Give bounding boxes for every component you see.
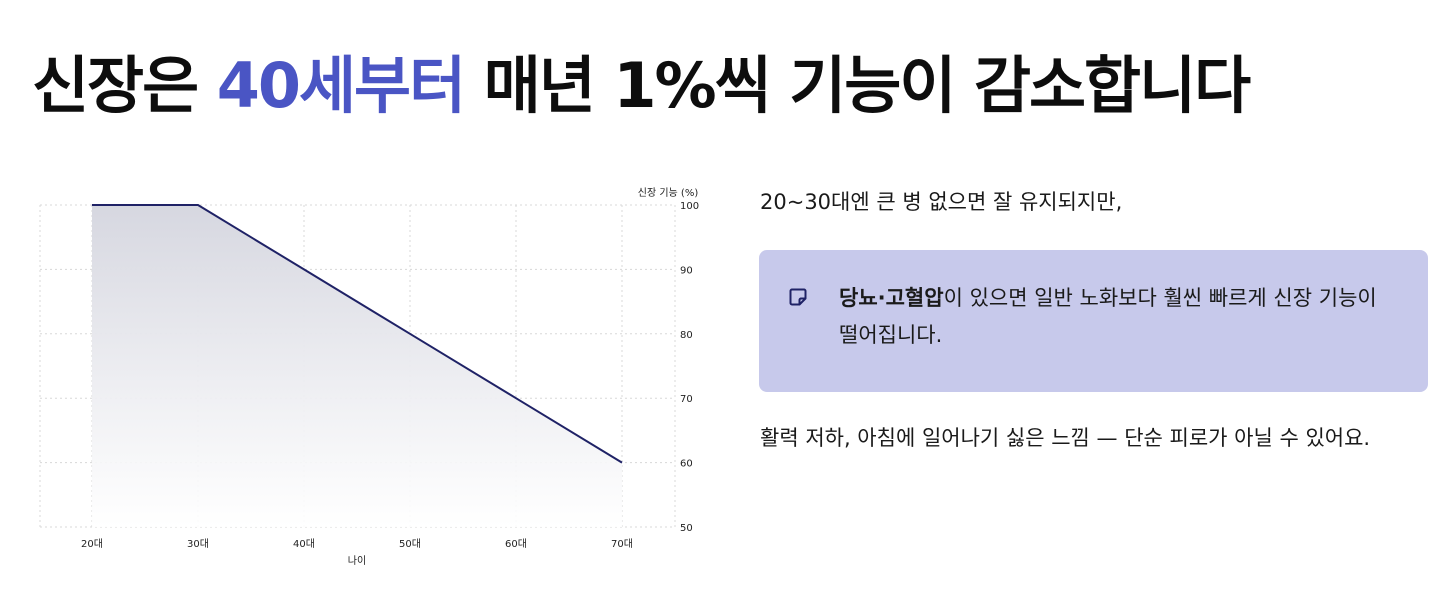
callout-bold: 당뇨·고혈압: [839, 286, 944, 310]
x-tick-label: 70대: [611, 538, 633, 550]
callout-text: 당뇨·고혈압이 있으면 일반 노화보다 훨씬 빠르게 신장 기능이 떨어집니다.: [839, 280, 1400, 354]
y-tick-label: 100: [680, 201, 699, 212]
chart-svg: 50 60 70 80 90 100 20대 30대 40대 50대 60대 70대 신장 기능 (%…: [39, 187, 699, 567]
x-tick-label: 60대: [505, 538, 527, 550]
y-tick-label: 60: [680, 459, 693, 470]
headline-before: 신장은: [32, 49, 217, 122]
x-tick-label: 40대: [293, 538, 315, 550]
note-icon: [789, 288, 807, 306]
y-tick-label: 80: [680, 330, 693, 341]
x-tick-label: 20대: [81, 538, 103, 550]
y-axis-title: 신장 기능 (%): [638, 187, 699, 199]
headline-after: 매년 1%씩 기능이 감소합니다: [464, 49, 1251, 122]
y-tick-label: 50: [680, 523, 693, 534]
x-axis-title: 나이: [348, 555, 366, 567]
headline-highlight: 40세부터: [216, 49, 466, 122]
intro-text: 20~30대엔 큰 병 없으면 잘 유지되지만,: [760, 190, 1123, 214]
closing-text: 활력 저하, 아침에 일어나기 싫은 느낌 — 단순 피로가 아닐 수 있어요.: [760, 426, 1371, 450]
series-area: [92, 205, 622, 527]
callout-rest: 이 있으면 일반 노화보다 훨씬 빠르게 신장 기능이 떨어집니다.: [839, 286, 1377, 347]
callout-box: 당뇨·고혈압이 있으면 일반 노화보다 훨씬 빠르게 신장 기능이 떨어집니다.: [759, 250, 1428, 392]
x-tick-label: 50대: [399, 538, 421, 550]
headline: 신장은 40세부터 매년 1%씩 기능이 감소합니다: [32, 44, 1251, 128]
label-layer: 50 60 70 80 90 100 20대 30대 40대 50대 60대 70대: [81, 201, 699, 550]
series-line: [92, 204, 623, 464]
x-tick-label: 30대: [187, 538, 209, 550]
kidney-function-chart: 50 60 70 80 90 100 20대 30대 40대 50대 60대 70대 신장 기능 (%…: [30, 178, 720, 578]
area-layer: [92, 204, 623, 527]
y-tick-label: 90: [680, 265, 693, 276]
y-tick-label: 70: [680, 394, 693, 405]
